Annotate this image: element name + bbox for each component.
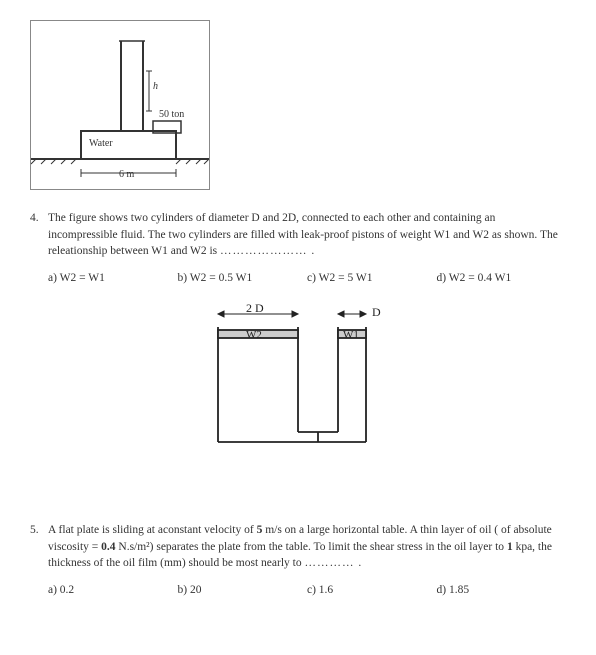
option-5a: a) 0.2 — [48, 584, 178, 596]
option-4c: c) W2 = 5 W1 — [307, 272, 437, 284]
question-5-text: 5. A flat plate is sliding at aconstant … — [30, 522, 566, 572]
label-6m: 6 m — [119, 169, 135, 180]
question-4-body: The figure shows two cylinders of diamet… — [48, 210, 566, 260]
figure-two-cylinders: 2 D D W2 W1 — [188, 302, 408, 472]
label-water: Water — [89, 138, 113, 149]
option-5d: d) 1.85 — [437, 584, 567, 596]
option-5b: b) 20 — [178, 584, 308, 596]
question-4: 4. The figure shows two cylinders of dia… — [30, 210, 566, 284]
question-5-number: 5. — [30, 522, 48, 572]
question-5: 5. A flat plate is sliding at aconstant … — [30, 522, 566, 596]
question-4-options: a) W2 = W1 b) W2 = 0.5 W1 c) W2 = 5 W1 d… — [30, 272, 566, 284]
figure-ram-water: h 50 ton Water 6 m — [30, 20, 210, 190]
option-4a: a) W2 = W1 — [48, 272, 178, 284]
question-4-text: 4. The figure shows two cylinders of dia… — [30, 210, 566, 260]
label-d: D — [372, 305, 381, 319]
option-5c: c) 1.6 — [307, 584, 437, 596]
option-4d: d) W2 = 0.4 W1 — [437, 272, 567, 284]
question-5-options: a) 0.2 b) 20 c) 1.6 d) 1.85 — [30, 584, 566, 596]
ram-diagram-svg: h 50 ton Water 6 m — [31, 21, 209, 189]
option-4b: b) W2 = 0.5 W1 — [178, 272, 308, 284]
question-5-body: A flat plate is sliding at aconstant vel… — [48, 522, 566, 572]
label-w2: W2 — [246, 329, 262, 341]
label-h: h — [153, 81, 158, 92]
label-load: 50 ton — [159, 109, 184, 120]
label-w1: W1 — [343, 329, 359, 341]
label-2d: 2 D — [246, 302, 264, 315]
question-4-number: 4. — [30, 210, 48, 260]
cylinders-svg: 2 D D W2 W1 — [188, 302, 408, 472]
